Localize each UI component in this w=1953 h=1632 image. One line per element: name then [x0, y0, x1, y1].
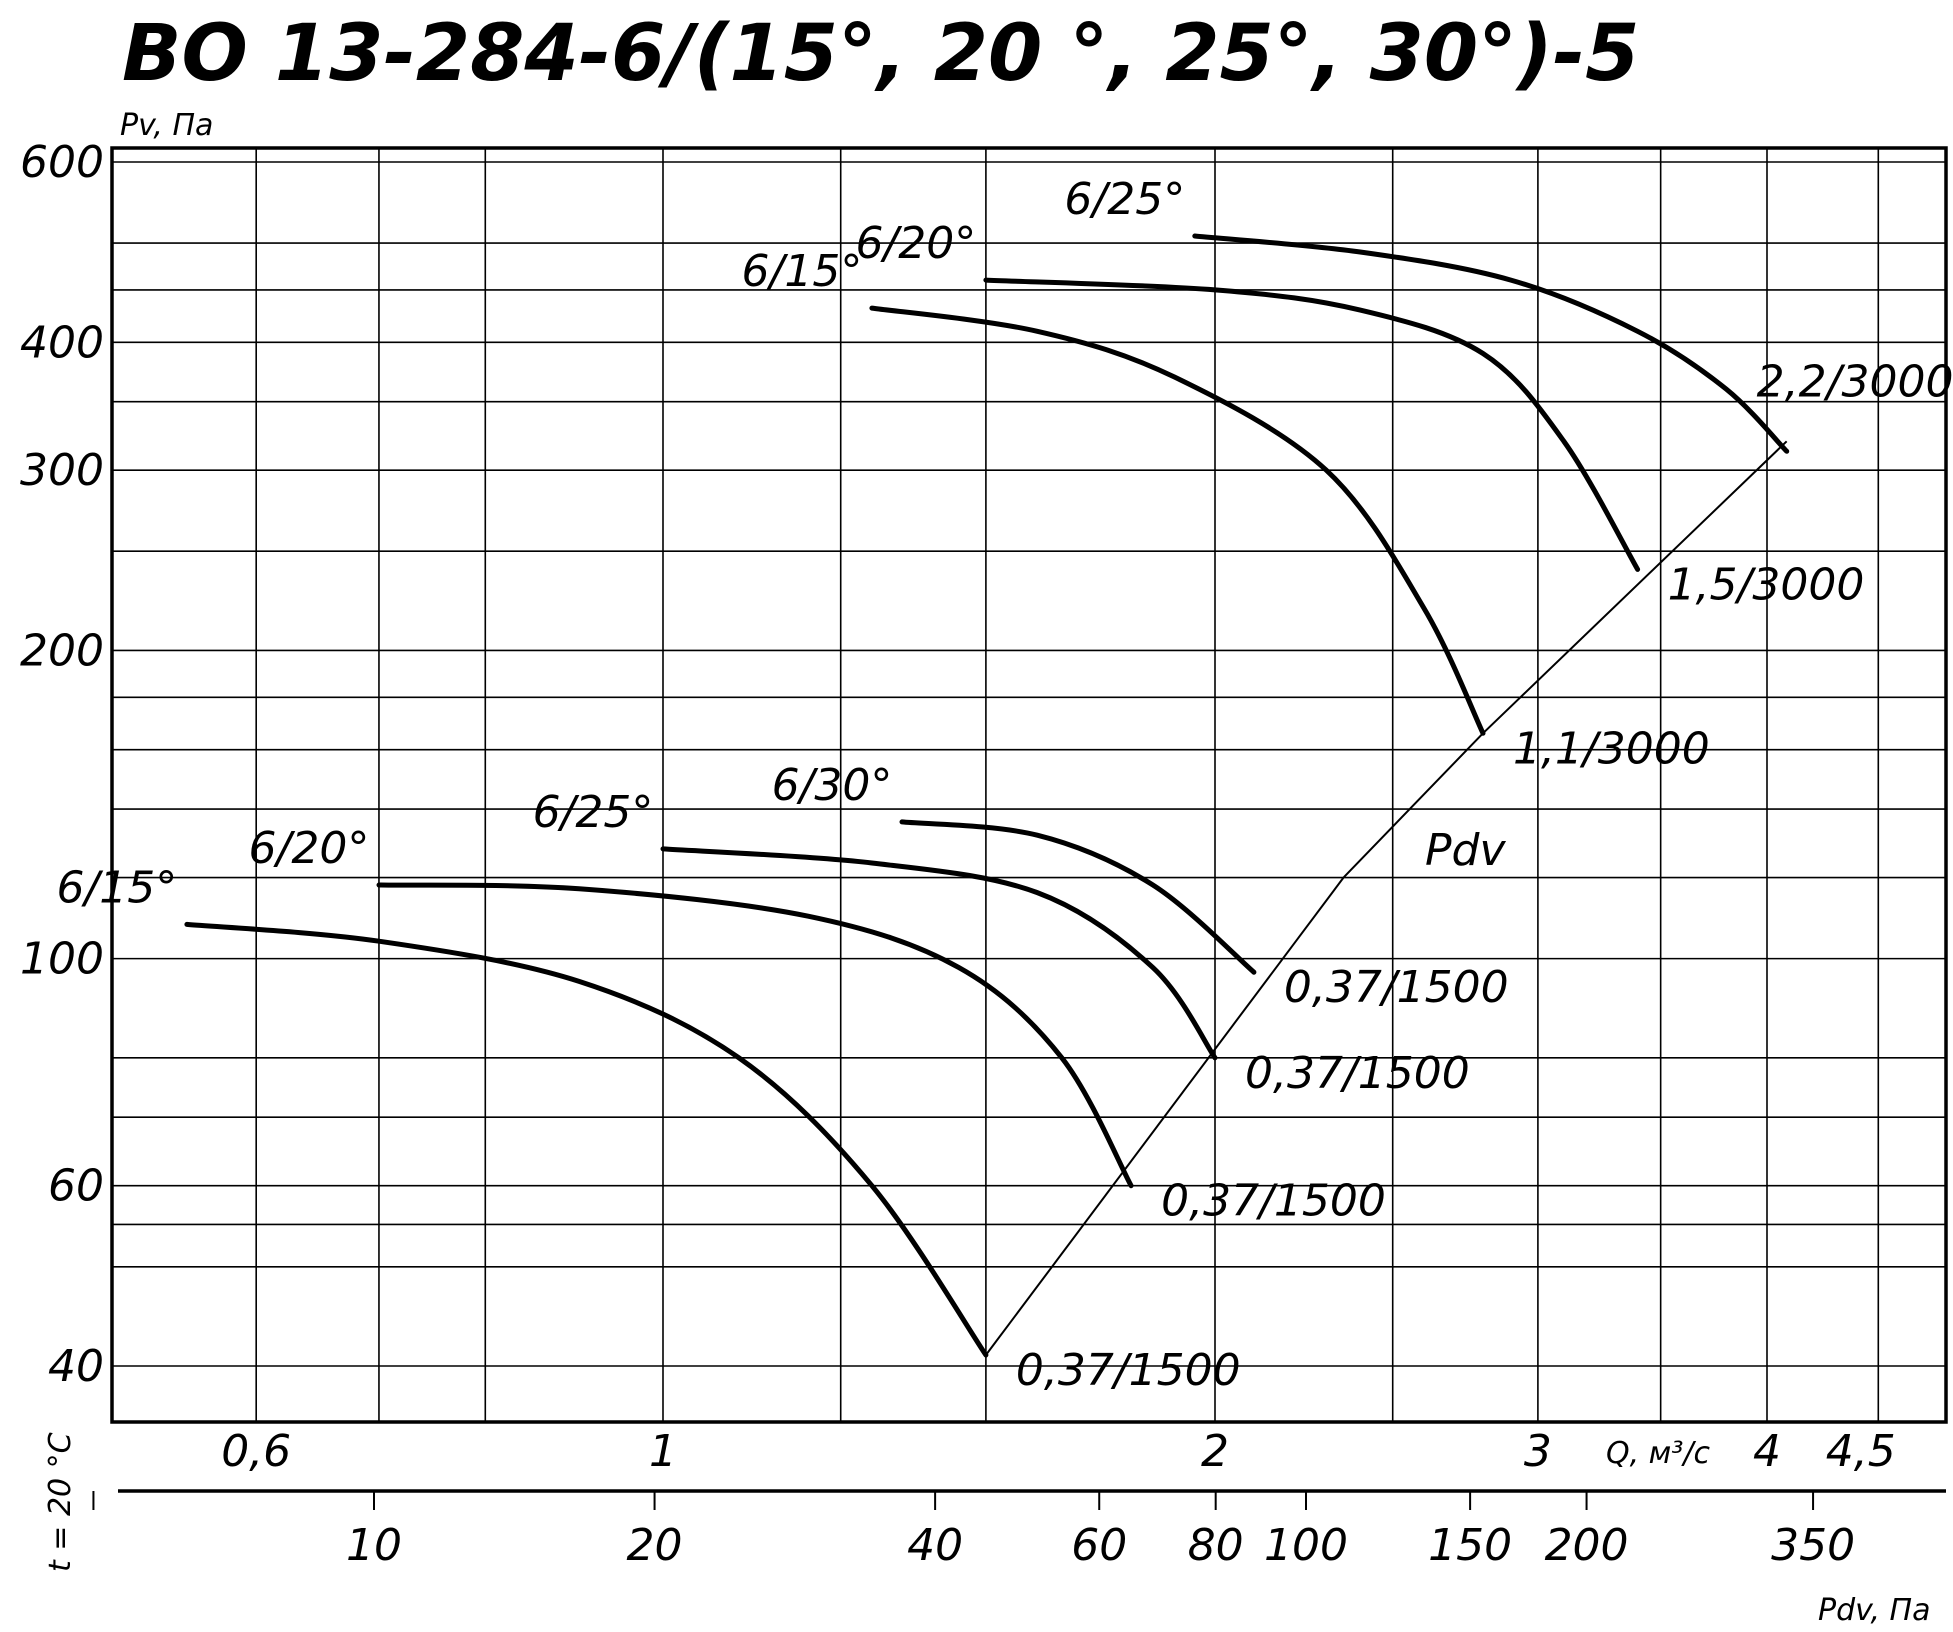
x-tick-label: 1	[649, 1426, 677, 1477]
motor-label: 0,37/1500	[1161, 1176, 1386, 1227]
motor-labels: 0,37/1500 0,37/1500 0,37/1500 0,37/1500 1,1/…	[1016, 356, 1953, 1396]
horizontal-gridlines	[112, 161, 1946, 1367]
curve-label: 6/25°	[1064, 174, 1185, 225]
performance-curves	[184, 233, 1790, 1358]
pdv-axis-label: Pdv, Па	[1818, 1593, 1930, 1628]
x-tick-label: 2	[1201, 1426, 1229, 1477]
y-axis-ticks: 40 60 100 200 300 400 600	[20, 137, 104, 1392]
performance-curve	[184, 921, 989, 1358]
pdv-tick-label: 40	[907, 1520, 963, 1571]
pdv-tick-label: 100	[1264, 1520, 1348, 1571]
performance-curve	[899, 819, 1257, 975]
pdv-axis: 10 20 40 60 80 100 150 200 350	[92, 1489, 1946, 1571]
vertical-gridlines	[255, 148, 1880, 1422]
x-tick-label: 3	[1524, 1426, 1552, 1477]
performance-curve	[983, 277, 1641, 572]
pdv-line-mid	[1343, 732, 1484, 878]
x-tick-label: 0,6	[221, 1426, 291, 1477]
motor-label: 0,37/1500	[1016, 1345, 1241, 1396]
motor-label: 1,5/3000	[1668, 559, 1865, 610]
pdv-tick-label: 60	[1071, 1520, 1127, 1571]
y-tick-label: 600	[20, 137, 104, 188]
y-tick-label: 60	[48, 1161, 104, 1212]
curve-label: 6/25°	[533, 787, 654, 838]
curve-label: 6/15°	[742, 246, 863, 297]
pdv-line-low	[985, 876, 1345, 1356]
pdv-tick-label: 10	[346, 1520, 402, 1571]
performance-curve	[376, 882, 1134, 1189]
x-axis-ticks: 0,6 1 2 3 4 4,5	[221, 1426, 1896, 1477]
pdv-line-label: Pdv	[1425, 825, 1506, 876]
motor-label: 2,2/3000	[1757, 356, 1953, 407]
curve-label: 6/20°	[855, 218, 976, 269]
temperature-label: t = 20 °C	[43, 1432, 78, 1572]
motor-label: 0,37/1500	[1284, 962, 1509, 1013]
plot-frame	[110, 146, 1948, 1424]
pdv-line-high	[1482, 440, 1788, 735]
curve-label: 6/20°	[249, 823, 370, 874]
x-tick-label: 4	[1753, 1426, 1781, 1477]
performance-curve	[1192, 233, 1790, 454]
y-axis-label: Pv, Па	[120, 108, 213, 143]
performance-curve	[660, 846, 1218, 1061]
curve-labels: 6/15°6/20°6/25°6/30°6/15°6/20°6/25°	[56, 174, 1185, 913]
y-tick-label: 400	[20, 317, 104, 368]
pdv-diagonals	[985, 440, 1788, 1356]
pdv-tick-label: 20	[627, 1520, 683, 1571]
curve-label: 6/15°	[56, 862, 177, 913]
curve-label: 6/30°	[772, 760, 893, 811]
y-tick-label: 300	[20, 445, 104, 496]
performance-curve	[869, 305, 1486, 736]
pdv-tick-label: 150	[1428, 1520, 1512, 1571]
chart-title: ВО 13-284-6/(15°, 20 °, 25°, 30°)-5	[122, 9, 1639, 99]
x-tick-label: 4,5	[1826, 1426, 1896, 1477]
pdv-tick-label: 80	[1188, 1520, 1244, 1571]
y-tick-label: 40	[48, 1341, 104, 1392]
pdv-tick-label: 350	[1771, 1520, 1855, 1571]
x-axis-label: Q, м³/с	[1606, 1436, 1710, 1471]
pdv-tick-label: 200	[1545, 1520, 1629, 1571]
motor-label: 1,1/3000	[1513, 723, 1710, 774]
y-tick-label: 100	[20, 934, 104, 985]
motor-label: 0,37/1500	[1245, 1048, 1470, 1099]
y-tick-label: 200	[20, 625, 104, 676]
